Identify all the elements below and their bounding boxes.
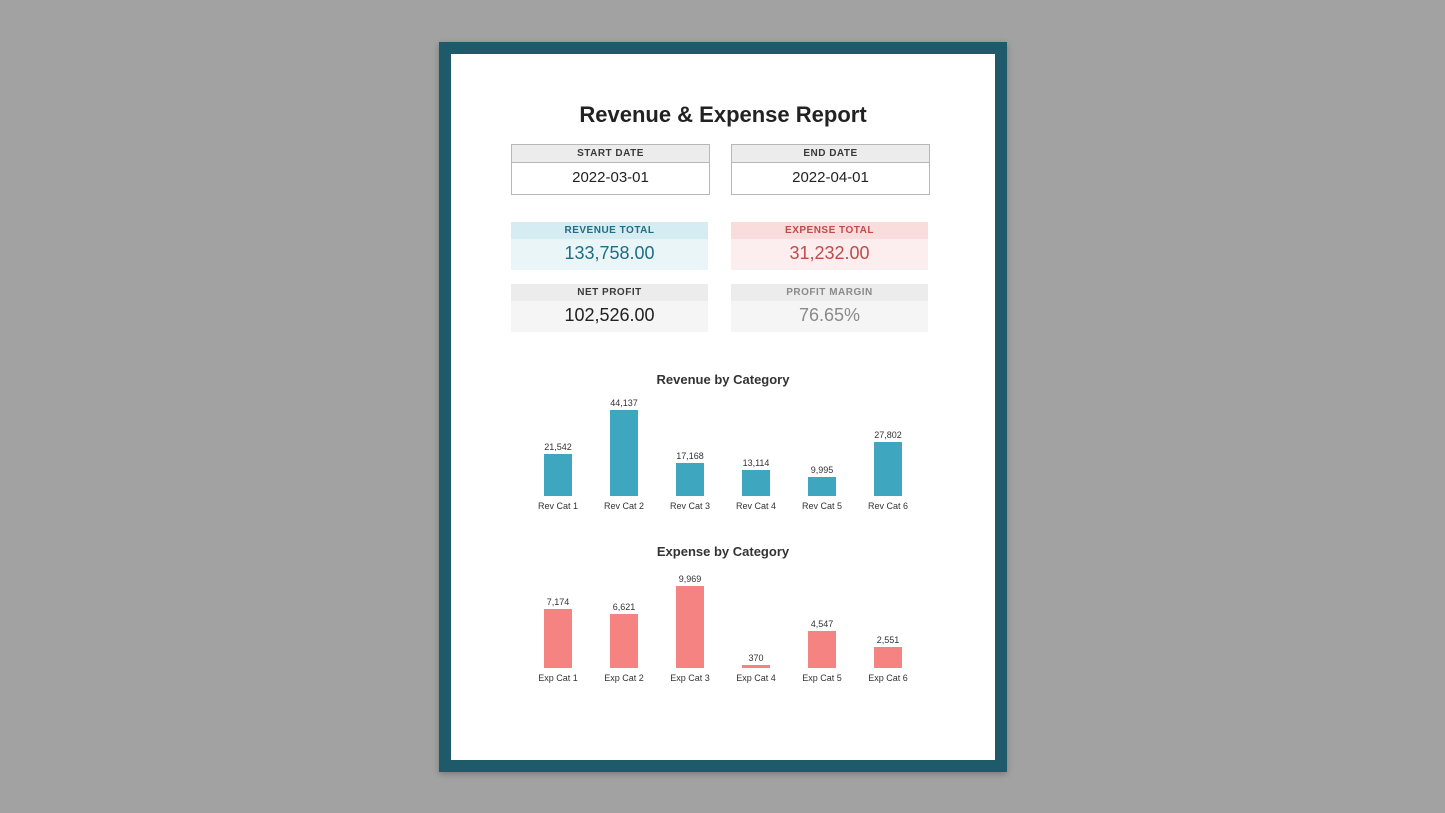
revenue-chart: 21,542Rev Cat 144,137Rev Cat 217,168Rev … bbox=[511, 404, 935, 496]
expense-bar-category: Exp Cat 3 bbox=[657, 673, 723, 683]
revenue-bar-slot: 9,995Rev Cat 5 bbox=[789, 404, 855, 496]
revenue-bar bbox=[544, 454, 572, 496]
expense-bar-slot: 2,551Exp Cat 6 bbox=[855, 576, 921, 668]
end-date-field: END DATE 2022-04-01 bbox=[731, 144, 930, 195]
revenue-bar-category: Rev Cat 3 bbox=[657, 501, 723, 511]
net-profit-tile: NET PROFIT 102,526.00 bbox=[511, 284, 708, 332]
revenue-bar-category: Rev Cat 4 bbox=[723, 501, 789, 511]
revenue-bar-slot: 13,114Rev Cat 4 bbox=[723, 404, 789, 496]
start-date-value: 2022-03-01 bbox=[512, 163, 709, 194]
expense-bar-slot: 370Exp Cat 4 bbox=[723, 576, 789, 668]
expense-bar-category: Exp Cat 5 bbox=[789, 673, 855, 683]
expense-bar-slot: 7,174Exp Cat 1 bbox=[525, 576, 591, 668]
revenue-bar-slot: 27,802Rev Cat 6 bbox=[855, 404, 921, 496]
revenue-bar bbox=[808, 477, 836, 496]
expense-bar bbox=[742, 665, 770, 668]
expense-total-value: 31,232.00 bbox=[731, 239, 928, 270]
expense-bar bbox=[676, 586, 704, 668]
expense-bar bbox=[544, 609, 572, 668]
revenue-bar-value: 13,114 bbox=[723, 458, 789, 468]
report-frame: Revenue & Expense Report START DATE 2022… bbox=[439, 42, 1007, 772]
profit-margin-value: 76.65% bbox=[731, 301, 928, 332]
revenue-total-tile: REVENUE TOTAL 133,758.00 bbox=[511, 222, 708, 270]
revenue-bar bbox=[742, 470, 770, 496]
expense-bar-value: 370 bbox=[723, 653, 789, 663]
expense-total-label: EXPENSE TOTAL bbox=[731, 222, 928, 239]
revenue-bar bbox=[676, 463, 704, 496]
start-date-field: START DATE 2022-03-01 bbox=[511, 144, 710, 195]
expense-bar bbox=[808, 631, 836, 668]
revenue-total-value: 133,758.00 bbox=[511, 239, 708, 270]
revenue-total-label: REVENUE TOTAL bbox=[511, 222, 708, 239]
expense-bar-category: Exp Cat 2 bbox=[591, 673, 657, 683]
expense-total-tile: EXPENSE TOTAL 31,232.00 bbox=[731, 222, 928, 270]
end-date-label: END DATE bbox=[732, 145, 929, 163]
expense-chart: 7,174Exp Cat 16,621Exp Cat 29,969Exp Cat… bbox=[511, 576, 935, 668]
revenue-bar-category: Rev Cat 6 bbox=[855, 501, 921, 511]
revenue-bar-value: 17,168 bbox=[657, 451, 723, 461]
expense-bar-value: 2,551 bbox=[855, 635, 921, 645]
start-date-label: START DATE bbox=[512, 145, 709, 163]
revenue-bar-value: 9,995 bbox=[789, 465, 855, 475]
expense-bar-value: 7,174 bbox=[525, 597, 591, 607]
expense-bar-slot: 9,969Exp Cat 3 bbox=[657, 576, 723, 668]
expense-bar-category: Exp Cat 6 bbox=[855, 673, 921, 683]
revenue-bar bbox=[874, 442, 902, 496]
revenue-bar-value: 44,137 bbox=[591, 398, 657, 408]
net-profit-value: 102,526.00 bbox=[511, 301, 708, 332]
expense-bar-category: Exp Cat 1 bbox=[525, 673, 591, 683]
revenue-bar-category: Rev Cat 1 bbox=[525, 501, 591, 511]
expense-bar-value: 9,969 bbox=[657, 574, 723, 584]
expense-bar bbox=[610, 614, 638, 668]
expense-bar-slot: 4,547Exp Cat 5 bbox=[789, 576, 855, 668]
revenue-bar-slot: 44,137Rev Cat 2 bbox=[591, 404, 657, 496]
expense-bar-value: 6,621 bbox=[591, 602, 657, 612]
end-date-value: 2022-04-01 bbox=[732, 163, 929, 194]
revenue-bar-value: 27,802 bbox=[855, 430, 921, 440]
revenue-bar-slot: 17,168Rev Cat 3 bbox=[657, 404, 723, 496]
report-page: Revenue & Expense Report START DATE 2022… bbox=[451, 54, 995, 760]
revenue-chart-title: Revenue by Category bbox=[451, 372, 995, 387]
expense-bar-value: 4,547 bbox=[789, 619, 855, 629]
expense-bar bbox=[874, 647, 902, 668]
expense-chart-title: Expense by Category bbox=[451, 544, 995, 559]
profit-margin-tile: PROFIT MARGIN 76.65% bbox=[731, 284, 928, 332]
revenue-bar-slot: 21,542Rev Cat 1 bbox=[525, 404, 591, 496]
expense-bar-slot: 6,621Exp Cat 2 bbox=[591, 576, 657, 668]
revenue-bar bbox=[610, 410, 638, 496]
profit-margin-label: PROFIT MARGIN bbox=[731, 284, 928, 301]
revenue-bar-value: 21,542 bbox=[525, 442, 591, 452]
page-title: Revenue & Expense Report bbox=[451, 102, 995, 128]
expense-bar-category: Exp Cat 4 bbox=[723, 673, 789, 683]
net-profit-label: NET PROFIT bbox=[511, 284, 708, 301]
revenue-bar-category: Rev Cat 2 bbox=[591, 501, 657, 511]
revenue-bar-category: Rev Cat 5 bbox=[789, 501, 855, 511]
